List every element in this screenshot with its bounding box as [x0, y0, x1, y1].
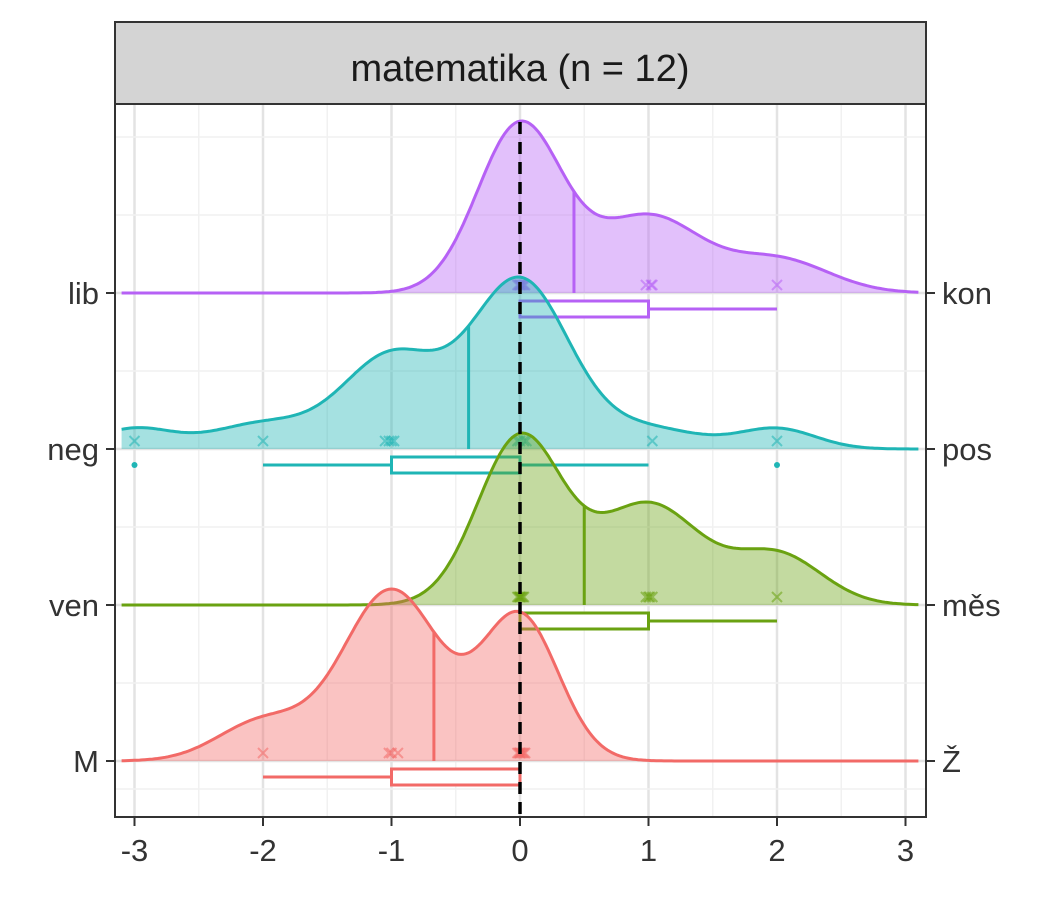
data-point [128, 435, 141, 447]
data-point [520, 435, 533, 447]
data-point [646, 591, 659, 603]
x-tick-label: -2 [249, 833, 277, 868]
y-tick-label-right: Ž [942, 744, 961, 779]
box-outlier [131, 462, 138, 468]
data-point [646, 279, 659, 291]
facet-title: matematika (n = 12) [351, 48, 690, 90]
y-tick-label-left: M [73, 744, 99, 779]
x-tick-label: -3 [121, 833, 149, 868]
data-point [388, 435, 400, 447]
data-point [771, 435, 783, 447]
data-point [513, 591, 525, 603]
x-tick-label: 2 [768, 833, 785, 868]
data-point [392, 747, 404, 759]
density-line [121, 275, 919, 451]
box-iqr [518, 611, 650, 631]
y-tick-label-left: lib [68, 276, 99, 311]
density-area [121, 433, 919, 605]
data-point [519, 747, 531, 759]
data-point [383, 435, 395, 447]
y-tick-label-left: neg [47, 432, 99, 467]
y-tick-label-right: kon [942, 276, 992, 311]
ridge-ven [121, 431, 919, 631]
data-point [257, 435, 269, 447]
density-line [121, 119, 919, 295]
data-point [644, 591, 656, 603]
data-point [771, 591, 783, 603]
x-tick-label: -1 [378, 833, 406, 868]
box-iqr [390, 767, 522, 787]
x-tick-label: 0 [511, 833, 528, 868]
data-point [646, 435, 659, 447]
box-outlier [774, 462, 780, 468]
x-tick-label: 3 [897, 833, 914, 868]
data-point [771, 279, 783, 291]
data-point [257, 747, 269, 759]
data-point [379, 435, 391, 447]
y-tick-label-right: pos [942, 432, 992, 467]
density-area [121, 589, 919, 761]
facet-strip [114, 21, 927, 105]
y-tick-label-left: ven [49, 588, 99, 623]
y-tick-label-right: měs [942, 588, 1001, 623]
x-tick-label: 1 [640, 833, 657, 868]
data-point [383, 747, 395, 759]
